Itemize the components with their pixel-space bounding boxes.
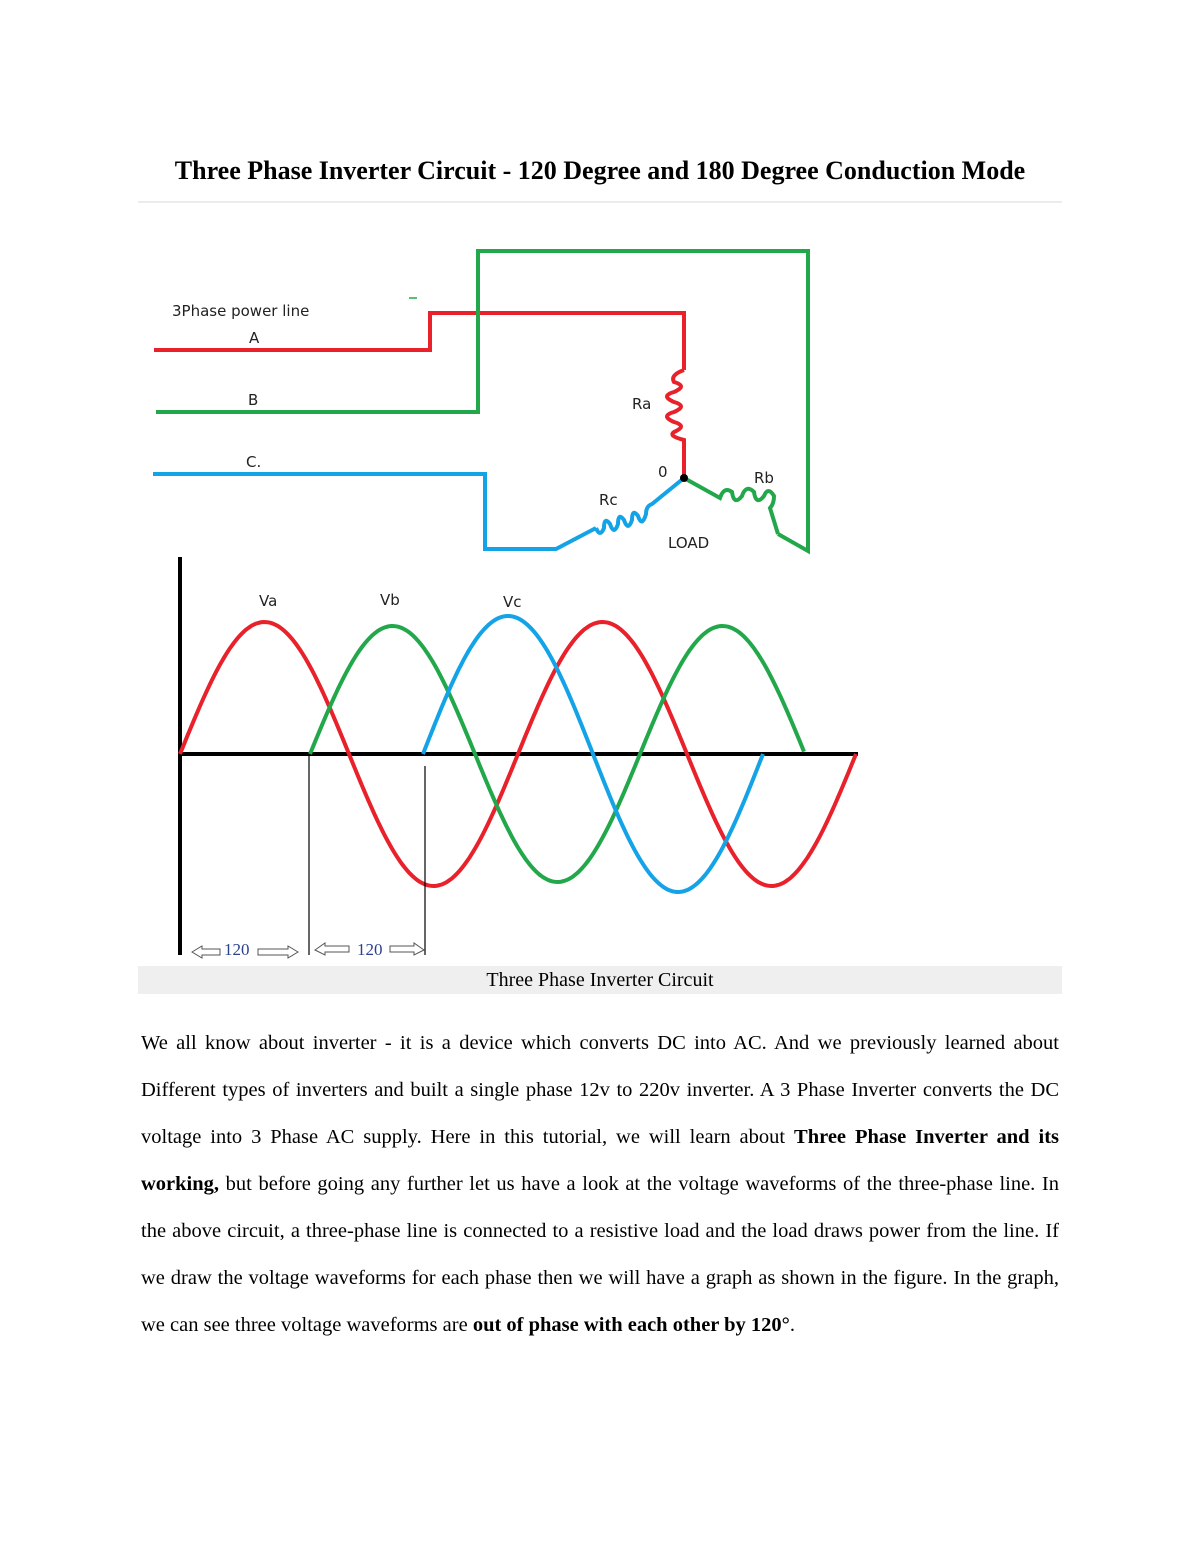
power-line-label: 3Phase power line xyxy=(172,302,309,320)
left-arrow-icon xyxy=(191,945,221,959)
va-waveform xyxy=(178,619,858,889)
figure-caption: Three Phase Inverter Circuit xyxy=(486,969,714,991)
line-b-label: B xyxy=(248,391,258,409)
title-divider xyxy=(138,201,1062,203)
page-title: Three Phase Inverter Circuit - 120 Degre… xyxy=(174,156,1026,185)
ra-label: Ra xyxy=(632,395,651,413)
vb-label: Vb xyxy=(380,591,400,609)
body-paragraph: We all know about inverter - it is a dev… xyxy=(141,1020,1059,1349)
line-a-wire xyxy=(154,311,686,370)
line-c-label: C. xyxy=(246,453,261,471)
paragraph-bold-text: Three Phase Inverter and its working, xyxy=(141,1126,1059,1195)
neutral-node xyxy=(680,474,688,482)
rc-label: Rc xyxy=(599,491,618,509)
right-arrow-icon xyxy=(389,942,425,956)
vb-waveform xyxy=(308,623,806,885)
line-b-wire xyxy=(156,249,810,555)
spacing-annotation-1 xyxy=(191,942,425,959)
right-arrow-icon xyxy=(257,945,299,959)
left-arrow-icon xyxy=(314,942,350,956)
line-a-label: A xyxy=(249,329,260,347)
load-label: LOAD xyxy=(668,534,709,552)
rb-label: Rb xyxy=(754,469,774,487)
caption-background xyxy=(138,966,1062,994)
vc-waveform xyxy=(421,614,765,894)
paragraph-text: We all know about inverter - it is a dev… xyxy=(141,1032,1059,1148)
coil-ra xyxy=(665,368,686,478)
coil-rc xyxy=(594,476,686,535)
circuit-diagram xyxy=(153,249,810,555)
paragraph-text: but before going any further let us have… xyxy=(141,1173,1059,1336)
spacing-label-2: 120 xyxy=(357,940,383,959)
spacing-label-1: 120 xyxy=(224,940,250,959)
paragraph-bold-text: out of phase with each other by 120° xyxy=(472,1314,790,1336)
va-label: Va xyxy=(259,592,277,610)
neutral-label: 0 xyxy=(658,463,668,481)
vc-label: Vc xyxy=(503,593,522,611)
three-phase-figure: 3Phase power line A B C. Ra Rb Rc 0 LOAD… xyxy=(153,249,858,959)
waveform-plot xyxy=(178,557,858,955)
line-c-wire xyxy=(153,472,597,551)
coil-rb xyxy=(683,476,780,535)
paragraph-text: . xyxy=(789,1314,795,1336)
